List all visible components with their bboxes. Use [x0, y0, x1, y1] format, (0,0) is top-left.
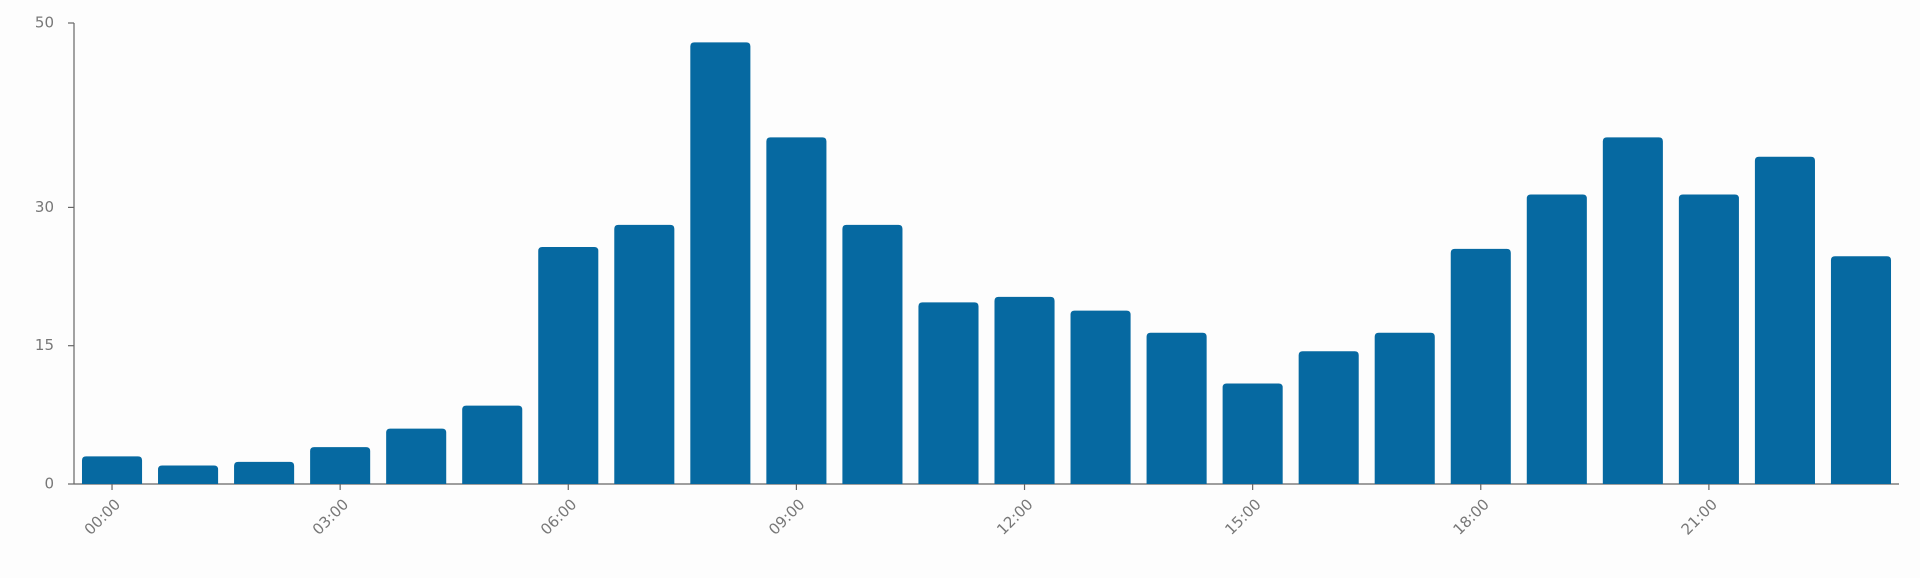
x-tick-label: 03:00	[309, 495, 352, 538]
bar	[234, 461, 295, 484]
bar	[538, 247, 599, 484]
bar	[1298, 351, 1359, 484]
y-tick-label: 50	[35, 14, 54, 32]
bar	[1450, 248, 1511, 484]
bar	[690, 42, 751, 484]
bar	[918, 302, 979, 484]
bar	[614, 224, 675, 484]
bar	[1830, 256, 1892, 484]
x-tick-label: 12:00	[993, 495, 1036, 538]
y-tick-label: 15	[35, 336, 54, 354]
bar	[462, 405, 523, 484]
x-tick-label: 00:00	[81, 495, 124, 538]
bar	[1602, 137, 1663, 484]
bar	[1678, 194, 1739, 484]
bar	[386, 428, 447, 484]
bar	[1146, 332, 1207, 484]
bar	[842, 224, 903, 484]
y-tick-label: 0	[44, 475, 54, 493]
bar	[158, 465, 219, 484]
x-tick-label: 21:00	[1678, 495, 1721, 538]
x-tick-label: 15:00	[1221, 495, 1264, 538]
bar	[81, 456, 143, 484]
bar	[310, 447, 371, 484]
bar	[1070, 310, 1131, 484]
x-tick-label: 06:00	[537, 495, 580, 538]
bar	[766, 137, 827, 484]
bar	[1754, 156, 1815, 484]
y-tick-label: 30	[35, 198, 54, 216]
x-tick-label: 18:00	[1449, 495, 1492, 538]
bar	[1374, 332, 1435, 484]
bar	[994, 296, 1055, 484]
x-tick-label: 09:00	[765, 495, 808, 538]
bar	[1222, 383, 1283, 484]
bar	[1526, 194, 1587, 484]
